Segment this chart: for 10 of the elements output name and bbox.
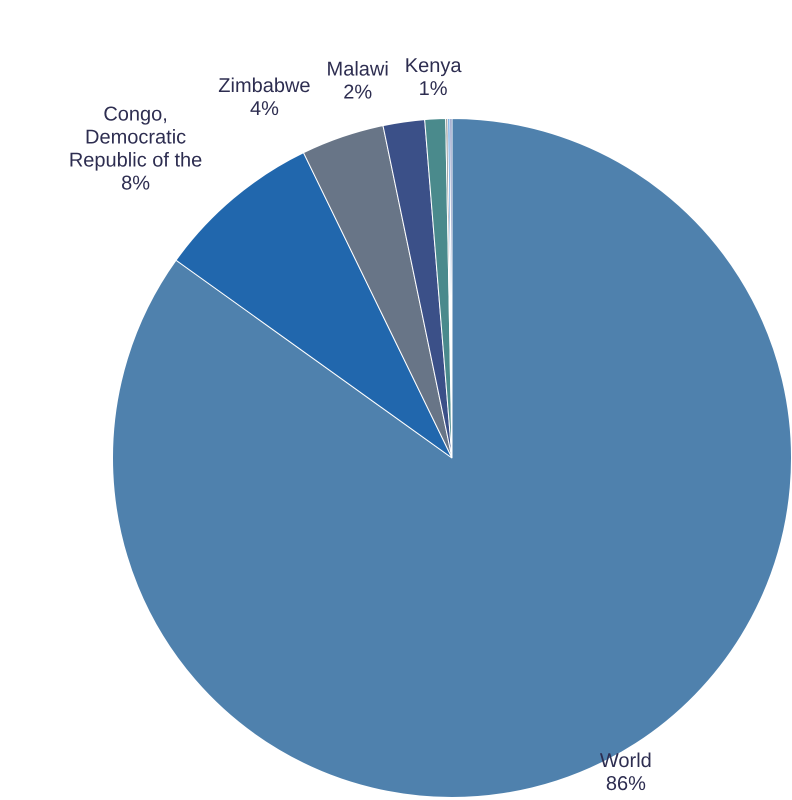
- data-label: 86%: [606, 773, 646, 796]
- data-label: 4%: [250, 98, 280, 120]
- slice-label: Malawi: [326, 58, 389, 80]
- data-label: 1%: [418, 78, 448, 100]
- slice-label: Kenya: [404, 54, 462, 77]
- slice-label: World: [600, 750, 652, 772]
- slice-label: Congo, Democratic Republic of the: [68, 104, 202, 172]
- data-label: 8%: [121, 172, 150, 195]
- slice-label: Zimbabwe: [218, 74, 311, 97]
- data-label: 2%: [343, 81, 372, 104]
